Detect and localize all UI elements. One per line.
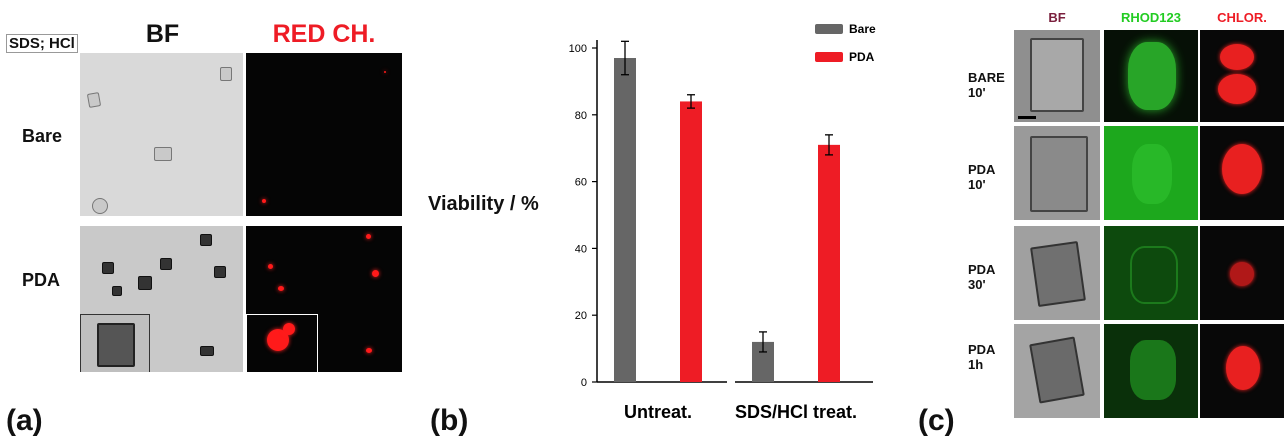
crystal (1029, 336, 1085, 404)
row-header-pda: PDA (22, 270, 61, 290)
legend-label-pda: PDA (849, 50, 875, 64)
fluorescent-spot-zoomed (283, 323, 295, 335)
tile-chlor-pda-1h (1200, 324, 1284, 418)
tile-bf-pda-10 (1014, 126, 1100, 220)
red-signal (1222, 144, 1262, 194)
legend-label-bare: Bare (849, 22, 876, 36)
crystal-zoomed (97, 323, 135, 367)
green-signal (1128, 42, 1176, 110)
row-label-line2: 10' (968, 85, 986, 100)
tile-chlor-pda-30 (1200, 226, 1284, 320)
tile-rhod-pda-1h (1104, 324, 1198, 418)
row-label-pda-10: PDA 10' (968, 162, 995, 192)
green-signal (1132, 144, 1172, 204)
column-header-rhod123: RHOD123 (1121, 10, 1181, 25)
y-tick-label: 0 (581, 377, 587, 389)
row-label-line2: 1h (968, 357, 984, 372)
panel-letter-c: (c) (918, 404, 955, 437)
row-label-line1: PDA (968, 342, 996, 357)
fluorescent-spot (384, 71, 386, 73)
micrograph-bf-pda (80, 226, 243, 372)
y-tick-label: 60 (575, 177, 587, 189)
crystal (1030, 136, 1088, 212)
row-label-line1: BARE (968, 70, 1005, 85)
row-label-line2: 30' (968, 277, 986, 292)
row-label-pda-1h: PDA 1h (968, 342, 995, 372)
crystal (102, 262, 114, 274)
fluorescent-spot (366, 348, 372, 353)
category-label-untreated: Untreat. (624, 402, 692, 422)
red-signal (1230, 262, 1254, 286)
crystal (220, 67, 232, 81)
crystal (1030, 38, 1084, 112)
tile-rhod-pda-10 (1104, 126, 1198, 220)
row-header-bare: Bare (22, 126, 63, 146)
fluorescent-spot (268, 264, 273, 269)
y-tick-label: 40 (575, 243, 587, 255)
row-label-pda-30: PDA 30' (968, 262, 995, 292)
y-axis-label: Viability / % (428, 193, 539, 215)
row-label-line2: 10' (968, 177, 986, 192)
micrograph-bf-bare (80, 53, 243, 216)
tile-bf-pda-1h (1014, 324, 1100, 418)
fluorescent-spot (278, 286, 284, 291)
legend-swatch-bare (815, 24, 843, 34)
image-gap (243, 210, 246, 216)
scale-bar (1018, 116, 1036, 119)
tile-chlor-pda-10 (1200, 126, 1284, 220)
crystal (92, 198, 108, 214)
row-label-line1: PDA (968, 262, 996, 277)
bar-bare-0 (614, 58, 636, 383)
tile-bf-pda-30 (1014, 226, 1100, 320)
y-tick-label: 80 (575, 110, 587, 122)
bar-pda-1 (818, 144, 840, 382)
row-label-line1: PDA (968, 162, 996, 177)
micrograph-red-pda (246, 226, 402, 372)
crystal (160, 258, 172, 270)
column-header-bf: BF (145, 20, 180, 48)
column-header-red-channel: RED CH. (272, 20, 376, 48)
column-header-c-bf: BF (1048, 10, 1066, 25)
tile-bf-bare-10 (1014, 30, 1100, 122)
crystal (86, 92, 102, 108)
fluorescent-spot (372, 270, 379, 277)
treatment-tag: SDS; HCl (6, 34, 78, 53)
bar-bare-1 (752, 341, 774, 382)
fluorescent-spot (262, 199, 266, 203)
fluorescent-spot-zoomed (267, 329, 289, 351)
column-header-chlor: CHLOR. (1217, 10, 1267, 25)
crystal (214, 266, 226, 278)
green-signal (1130, 246, 1178, 304)
viability-bar-chart: 0 20 40 60 80 100 Bare PDA Untreat. SDS/HCl tr… (569, 22, 876, 422)
red-signal (1218, 74, 1256, 104)
panel-letter-b: (b) (430, 404, 469, 437)
red-signal (1220, 44, 1254, 70)
green-signal (1130, 340, 1176, 400)
crystal (200, 234, 212, 246)
category-label-treated: SDS/HCl treat. (735, 402, 857, 422)
legend-swatch-pda (815, 52, 843, 62)
crystal (154, 147, 172, 161)
inset-zoom-bf (80, 314, 150, 372)
y-tick-label: 100 (569, 43, 587, 55)
y-tick-label: 20 (575, 310, 587, 322)
tile-rhod-pda-30 (1104, 226, 1198, 320)
crystal (1030, 240, 1086, 308)
panel-letter-a: (a) (6, 404, 43, 437)
micrograph-red-bare (246, 53, 402, 216)
crystal (200, 346, 214, 356)
crystal (138, 276, 152, 290)
crystal (112, 286, 122, 296)
tile-chlor-bare-10 (1200, 30, 1284, 122)
fluorescent-spot (366, 234, 371, 239)
bar-pda-0 (680, 101, 702, 382)
red-signal (1226, 346, 1260, 390)
row-label-bare-10: BARE 10' (968, 70, 1005, 100)
tile-rhod-bare-10 (1104, 30, 1198, 122)
inset-zoom-red (246, 314, 318, 372)
